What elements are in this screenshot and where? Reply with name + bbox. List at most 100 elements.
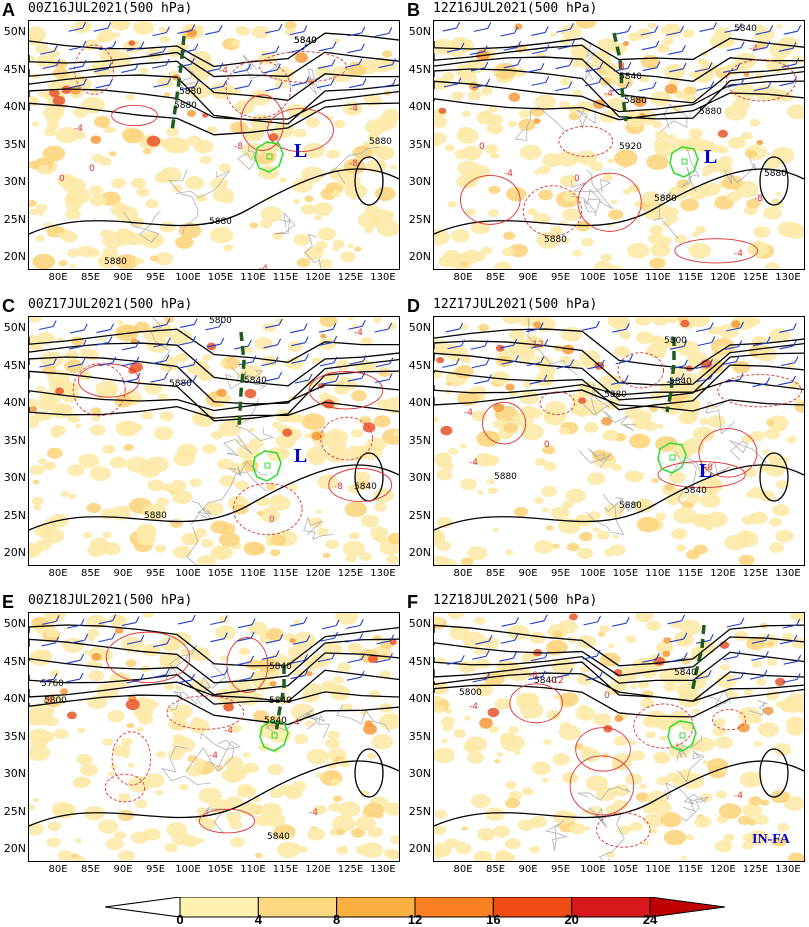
shade-cell (219, 360, 228, 366)
shade-cell (562, 500, 574, 509)
y-tick-label: 30N (408, 767, 431, 780)
shade-cell (691, 231, 700, 238)
shade-cell (552, 753, 571, 766)
wind-barb (582, 649, 601, 660)
wind-barb (531, 44, 550, 55)
shade-cell (648, 203, 672, 220)
difference-label: 0 (89, 164, 95, 174)
wind-barb (378, 78, 397, 89)
shade-cell (54, 59, 68, 69)
wind-barb (611, 375, 629, 385)
contour-line (759, 452, 789, 502)
shade-cell (127, 762, 135, 768)
contour-line (434, 56, 804, 104)
border-line (588, 807, 608, 829)
border-line (577, 786, 631, 801)
wind-barb (237, 631, 255, 642)
wind-barb (94, 62, 112, 73)
wind-barb (640, 25, 659, 36)
colorbar-max-triangle (649, 897, 725, 918)
difference-label: -4 (749, 44, 758, 54)
shade-cell (38, 731, 55, 743)
study-region-outline (252, 450, 282, 482)
shade-cell (347, 63, 367, 77)
low-center-label: L (294, 140, 307, 162)
shade-cell (560, 77, 572, 86)
colorbar-segment (492, 897, 573, 918)
shade-cell (505, 549, 514, 556)
shade-cell (627, 242, 650, 259)
wind-barb (318, 41, 337, 52)
shade-cell (634, 613, 654, 623)
shade-cell-strong (578, 397, 587, 404)
shade-cell (322, 642, 343, 657)
shade-cell (390, 835, 399, 845)
shade-cell (185, 764, 203, 777)
shade-cell (383, 802, 399, 816)
x-tick-label: 100E (175, 568, 201, 579)
shade-cell (482, 834, 491, 841)
shade-cell (71, 853, 79, 859)
shade-cell (593, 713, 612, 726)
x-tick-label: 80E (48, 568, 68, 579)
shade-cell (243, 541, 264, 556)
wind-barb (443, 77, 462, 88)
shade-cell (253, 710, 269, 721)
shade-cell (788, 380, 801, 389)
shade-cell (147, 479, 165, 492)
shade-cell-strong (719, 641, 730, 649)
contour-label: 5840 (269, 696, 292, 706)
shade-cell-strong (737, 722, 750, 733)
y-tick-label: 40N (3, 692, 26, 705)
shade-cell (363, 93, 382, 106)
contour-label: 5800 (209, 317, 232, 326)
shade-cell (220, 655, 229, 661)
wind-barbs (442, 21, 802, 92)
shade-cell (527, 208, 538, 216)
shade-cell (89, 185, 104, 196)
wind-barb (204, 25, 223, 35)
shade-cell (337, 758, 351, 768)
shade-cell (487, 209, 499, 218)
shade-cell (794, 398, 803, 405)
shade-cell (115, 254, 139, 269)
border-line (748, 699, 771, 717)
wind-barb (265, 633, 284, 644)
shade-cell (649, 225, 664, 235)
shade-cell (580, 746, 593, 755)
shade-cell (560, 237, 571, 244)
shade-cell (660, 812, 682, 828)
shade-cell (131, 423, 143, 432)
wind-barb (473, 22, 492, 32)
shade-cell (434, 555, 450, 565)
shade-cell (651, 317, 670, 326)
shade-cell-strong (763, 706, 774, 715)
difference-label: -8 (754, 194, 763, 204)
wind-barb (345, 632, 364, 643)
contour-label: 5880 (604, 390, 627, 400)
shade-cell (625, 773, 643, 786)
shade-cell (537, 165, 551, 175)
shade-cell (29, 26, 47, 42)
difference-line (481, 401, 527, 445)
wind-barb (210, 667, 229, 678)
wind-barb (292, 635, 311, 645)
shade-cell (172, 734, 185, 743)
x-tick-label: 130E (775, 272, 801, 283)
shade-cell (723, 833, 735, 842)
shade-cell (558, 518, 581, 534)
x-tick-label: 105E (207, 864, 234, 875)
contour-line (29, 401, 399, 419)
shade-cell (659, 735, 667, 741)
shade-cell (383, 211, 395, 219)
shade-cell-strong (125, 698, 140, 711)
shade-cell (32, 253, 56, 269)
shade-cell (301, 413, 326, 430)
shade-cell-strong (603, 724, 613, 733)
contour-label: 5880 (209, 217, 232, 227)
shade-cell (35, 203, 48, 212)
shade-cell (306, 446, 328, 462)
shade-cell (99, 47, 122, 63)
shade-cell (637, 680, 650, 689)
shade-cell-strong (622, 40, 630, 47)
